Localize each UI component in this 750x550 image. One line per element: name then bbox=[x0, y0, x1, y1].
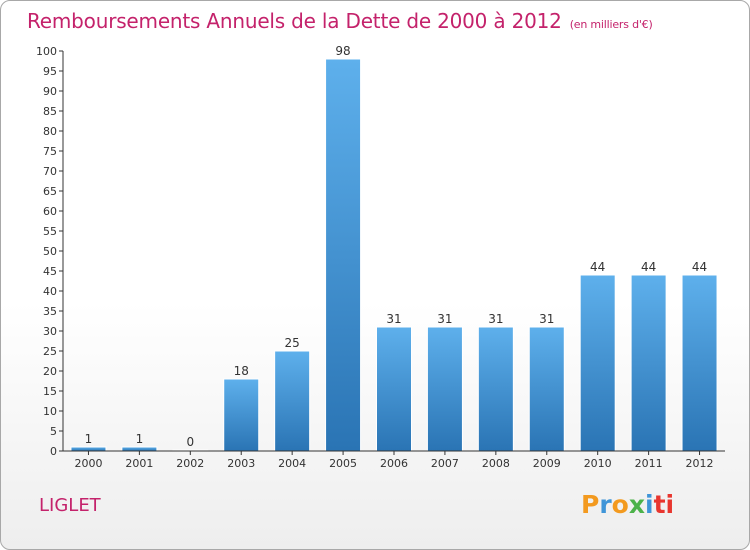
y-tick-label: 10 bbox=[43, 405, 57, 418]
y-tick-label: 50 bbox=[43, 245, 57, 258]
x-tick-label: 2004 bbox=[278, 457, 306, 470]
y-tick-label: 25 bbox=[43, 345, 57, 358]
bar-value-label: 31 bbox=[386, 312, 401, 326]
bar-value-label: 31 bbox=[539, 312, 554, 326]
x-tick-label: 2003 bbox=[227, 457, 255, 470]
bar bbox=[681, 274, 718, 452]
bar-value-label: 98 bbox=[335, 44, 350, 58]
x-tick-label: 2005 bbox=[329, 457, 357, 470]
y-tick-label: 90 bbox=[43, 85, 57, 98]
bar-value-label: 31 bbox=[488, 312, 503, 326]
bar bbox=[630, 274, 667, 452]
y-tick-label: 75 bbox=[43, 145, 57, 158]
x-tick-label: 2011 bbox=[635, 457, 663, 470]
logo-letter: x bbox=[628, 490, 645, 519]
bar bbox=[426, 326, 463, 452]
y-tick-label: 85 bbox=[43, 105, 57, 118]
logo-letter: i bbox=[645, 490, 654, 519]
bar-value-label: 44 bbox=[692, 260, 707, 274]
x-tick-label: 2000 bbox=[74, 457, 102, 470]
bar-value-label: 31 bbox=[437, 312, 452, 326]
logo-letter: r bbox=[599, 490, 612, 519]
proxiti-logo[interactable]: Proxiti bbox=[581, 490, 674, 519]
logo-letter: o bbox=[611, 490, 629, 519]
bar bbox=[274, 350, 311, 452]
chart-title: Remboursements Annuels de la Dette de 20… bbox=[27, 9, 653, 33]
y-tick-label: 0 bbox=[50, 445, 57, 458]
y-tick-label: 60 bbox=[43, 205, 57, 218]
y-tick-label: 55 bbox=[43, 225, 57, 238]
bars: 1 1 0 18 25 98 31 31 31 31 44 44 44 bbox=[70, 44, 718, 452]
bar-value-label: 44 bbox=[641, 260, 656, 274]
bar bbox=[528, 326, 565, 452]
commune-name: LIGLET bbox=[39, 495, 101, 516]
y-tick-label: 45 bbox=[43, 265, 57, 278]
y-tick-label: 95 bbox=[43, 65, 57, 78]
bar-value-label: 1 bbox=[85, 432, 93, 446]
bar-value-label: 0 bbox=[186, 435, 194, 449]
x-tick-label: 2002 bbox=[176, 457, 204, 470]
bar bbox=[223, 378, 260, 452]
logo-letter: i bbox=[665, 490, 675, 519]
bar-value-label: 44 bbox=[590, 260, 605, 274]
y-tick-label: 5 bbox=[50, 425, 57, 438]
bar-value-label: 25 bbox=[285, 336, 300, 350]
y-tick-label: 80 bbox=[43, 125, 57, 138]
y-axis: 0 5 10 15 20 25 30 35 40 45 50 55 60 65 70 75 80 85 90 95 10… bbox=[36, 45, 64, 458]
x-tick-label: 2007 bbox=[431, 457, 459, 470]
x-tick-label: 2012 bbox=[686, 457, 714, 470]
y-tick-label: 70 bbox=[43, 165, 57, 178]
y-tick-label: 40 bbox=[43, 285, 57, 298]
x-tick-label: 2009 bbox=[533, 457, 561, 470]
logo-letter: P bbox=[581, 490, 600, 519]
x-tick-label: 2010 bbox=[584, 457, 612, 470]
bar-value-label: 18 bbox=[234, 364, 249, 378]
x-tick-label: 2006 bbox=[380, 457, 408, 470]
x-axis: 2000 2001 2002 2003 2004 2005 2006 2007 2008 2009… bbox=[63, 450, 725, 470]
logo-letter: t bbox=[653, 490, 666, 519]
y-tick-label: 20 bbox=[43, 365, 57, 378]
y-tick-label: 35 bbox=[43, 305, 57, 318]
bar bbox=[376, 326, 412, 452]
y-tick-label: 65 bbox=[43, 185, 57, 198]
y-tick-label: 100 bbox=[36, 45, 57, 58]
bar bbox=[477, 326, 514, 452]
bar-value-label: 1 bbox=[136, 432, 144, 446]
bar bbox=[70, 446, 107, 452]
bar bbox=[325, 58, 362, 452]
bar bbox=[579, 274, 616, 452]
chart-subtitle: (en milliers d'€) bbox=[569, 18, 653, 31]
bar bbox=[121, 446, 158, 452]
x-tick-label: 2001 bbox=[125, 457, 153, 470]
y-tick-label: 15 bbox=[43, 385, 57, 398]
x-tick-label: 2008 bbox=[482, 457, 510, 470]
y-tick-label: 30 bbox=[43, 325, 57, 338]
